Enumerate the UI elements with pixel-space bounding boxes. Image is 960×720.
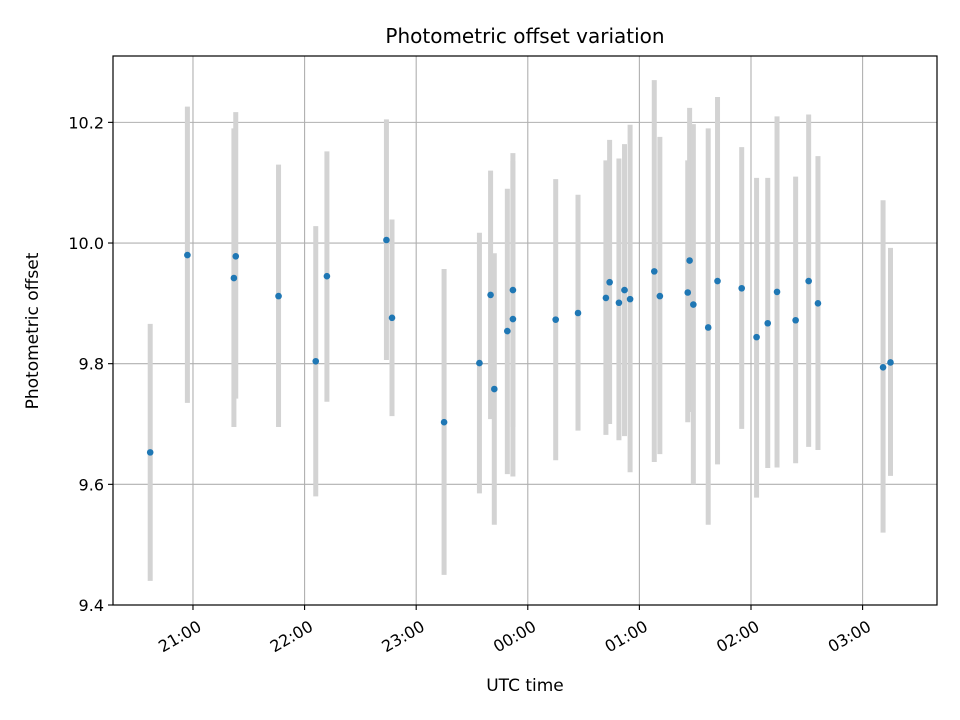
data-point [232, 252, 240, 260]
data-point [753, 333, 760, 341]
data-point [621, 286, 628, 294]
data-point [626, 295, 634, 303]
data-point [714, 277, 721, 285]
data-point [764, 319, 772, 327]
plot-area-frame [112, 55, 938, 606]
data-point [509, 286, 517, 294]
data-point [476, 359, 483, 367]
data-point [383, 236, 390, 244]
data-point [656, 292, 664, 300]
data-point [487, 291, 494, 299]
x-axis-label: UTC time [486, 676, 564, 696]
data-point [602, 294, 610, 302]
data-point [805, 277, 812, 285]
data-point [388, 314, 396, 322]
chart-title: Photometric offset variation [385, 24, 664, 48]
data-point [650, 268, 658, 275]
data-point [690, 301, 697, 308]
data-point [684, 289, 692, 296]
data-point [552, 316, 559, 323]
data-point [504, 327, 511, 335]
data-point [879, 364, 887, 371]
data-point [615, 299, 623, 307]
data-point [312, 357, 320, 365]
data-point [792, 316, 799, 324]
data-point [491, 385, 498, 393]
data-point [184, 251, 191, 259]
y-tick-label: 10.0 [68, 234, 104, 253]
data-point [323, 272, 331, 280]
data-point [230, 274, 238, 282]
data-point [773, 288, 781, 296]
data-point [814, 300, 822, 307]
y-tick-label: 9.6 [79, 475, 104, 494]
data-point [738, 284, 745, 292]
data-point [509, 315, 517, 323]
grid [113, 56, 937, 606]
data-point [440, 418, 448, 426]
y-tick-label: 10.2 [68, 113, 104, 132]
data-point [574, 309, 582, 317]
data-point [146, 449, 154, 456]
data-point [887, 359, 894, 366]
data-point [606, 278, 613, 286]
y-axis-label: Photometric offset [23, 252, 43, 409]
y-axis-ticks: 9.4 9.6 9.8 10.0 10.2 [68, 113, 113, 615]
data-point [275, 292, 282, 300]
data-markers [146, 236, 894, 456]
y-tick-label: 9.4 [79, 596, 104, 615]
data-point [686, 257, 693, 264]
y-tick-label: 9.8 [79, 355, 104, 374]
data-point [704, 324, 712, 331]
